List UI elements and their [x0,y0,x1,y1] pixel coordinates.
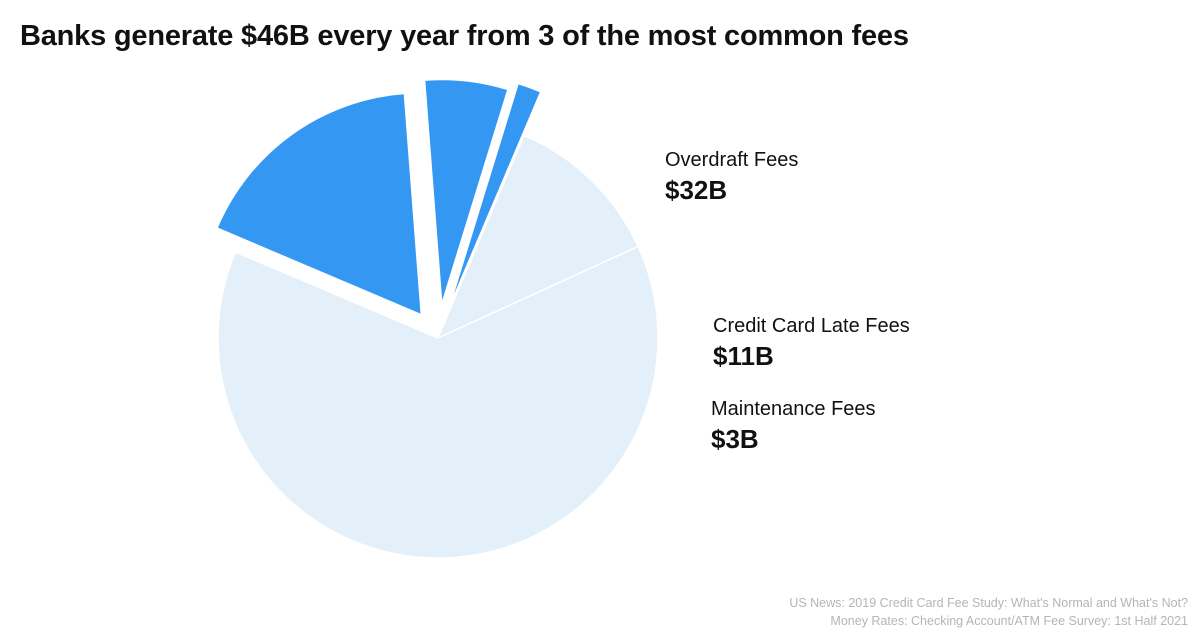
slice-value-overdraft: $32B [665,175,728,205]
slice-overdraft-fees [217,94,421,314]
label-overdraft-fees: Overdraft Fees $32B [665,148,798,206]
sources: US News: 2019 Credit Card Fee Study: Wha… [789,594,1188,630]
slice-value-maintenance: $3B [711,424,759,454]
background-slice-1 [436,134,640,340]
source-line-2: Money Rates: Checking Account/ATM Fee Su… [830,614,1188,628]
slice-maintenance-fees [453,84,540,295]
slice-name-credit-card-late: Credit Card Late Fees [713,315,910,337]
slice-name-overdraft: Overdraft Fees [665,149,799,171]
chart-title: Banks generate $46B every year from 3 of… [20,20,909,52]
slice-credit-card-late-fees [425,80,508,301]
background-slice-2 [217,245,659,559]
label-maintenance-fees: Maintenance Fees $3B [711,397,876,455]
label-credit-card-late-fees: Credit Card Late Fees $11B [713,314,910,372]
slice-name-maintenance: Maintenance Fees [711,398,876,420]
slice-value-credit-card-late: $11B [713,341,774,371]
source-line-1: US News: 2019 Credit Card Fee Study: Wha… [789,596,1188,610]
